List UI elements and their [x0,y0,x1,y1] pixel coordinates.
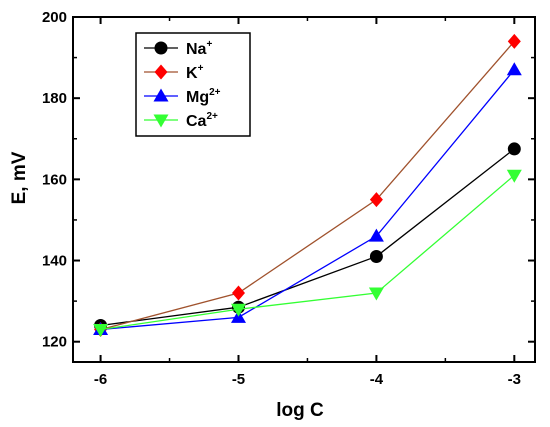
x-tick-label: -5 [232,371,245,388]
data-point-ca [230,303,246,317]
plot-frame [72,16,536,363]
legend-marker-ca [153,114,169,128]
y-tick-label: 120 [42,334,67,351]
data-point-ca [93,324,109,338]
series-k [94,33,521,338]
data-point-ca [368,287,384,301]
legend-label-na: Na+ [186,39,212,58]
series-na [94,142,521,332]
series-line-na [100,148,515,327]
legend-label-mg: Mg2+ [186,87,221,106]
y-tick-label: 200 [42,9,67,26]
legend-marker-mg [153,88,169,102]
series-line-mg [100,69,515,331]
x-tick-label: -4 [370,371,384,388]
series-ca [93,169,522,338]
x-axis-title: log C [276,400,324,421]
legend-label-ca: Ca2+ [186,111,218,130]
x-tick-label: -6 [94,371,107,388]
data-point-na [507,142,521,156]
y-axis-title: E, mV [9,151,30,204]
x-tick-label: -3 [508,371,521,388]
data-point-k [369,192,383,208]
legend-marker-k [154,64,168,80]
data-point-na [369,249,383,263]
data-point-k [507,33,521,49]
axis-ticks: -6 -5 -4 -3 120 140 160 180 200 [42,9,535,388]
data-point-ca [506,169,522,183]
y-tick-label: 180 [42,90,67,107]
y-tick-label: 140 [42,253,67,270]
data-point-mg [368,228,384,242]
legend-marker-na [154,41,168,55]
series-line-ca [100,174,515,331]
y-tick-label: 160 [42,171,67,188]
data-point-k [231,285,245,301]
series-line-k [100,40,515,331]
series-mg [93,62,522,336]
series-layer [93,33,522,338]
data-point-mg [506,62,522,76]
plot-area [72,16,536,363]
legend-label-k: K+ [186,63,204,82]
legend: Na+ K+ Mg2+ Ca2+ [135,32,251,137]
